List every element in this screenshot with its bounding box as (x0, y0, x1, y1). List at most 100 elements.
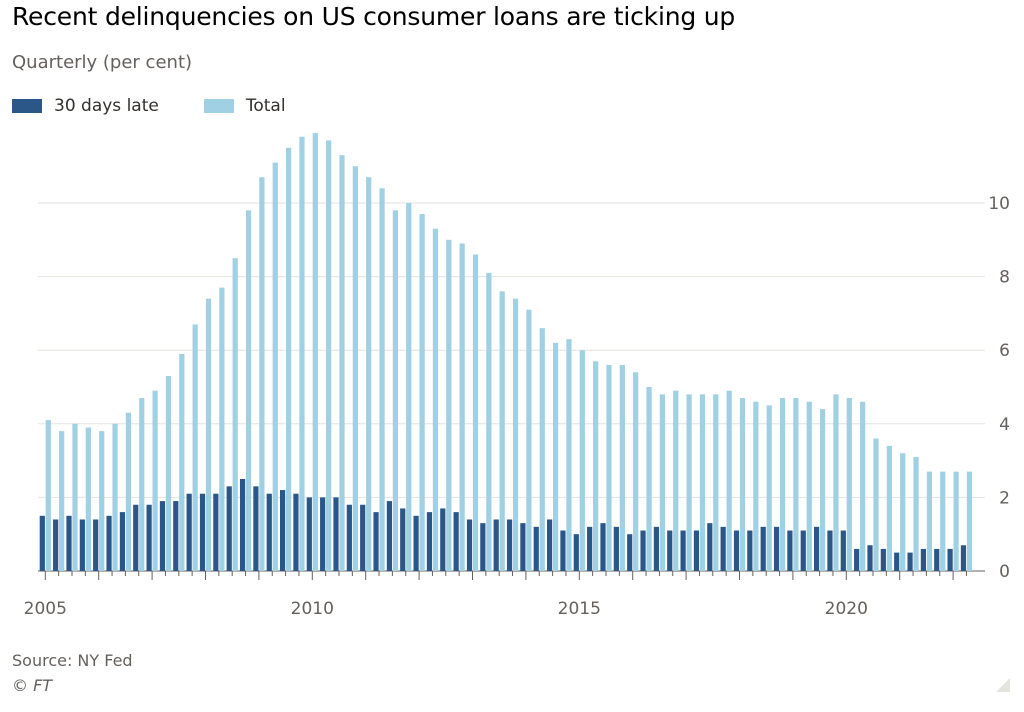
bar-30-days-late (747, 530, 753, 571)
y-tick-label: 10 (988, 194, 1010, 214)
chart-legend: 30 days late Total (12, 96, 331, 116)
bar-30-days-late (66, 515, 72, 571)
y-tick-label: 2 (999, 488, 1010, 508)
bar-30-days-late (934, 548, 940, 571)
bar-30-days-late (146, 504, 152, 571)
bar-total (553, 342, 559, 571)
bar-30-days-late (280, 490, 286, 571)
bar-total (446, 239, 452, 572)
bar-30-days-late (547, 519, 553, 571)
bar-30-days-late (106, 515, 112, 571)
bar-total (820, 409, 826, 571)
y-axis-ticks: 0 2 4 6 8 10 (988, 194, 1010, 582)
bar-total (139, 398, 145, 571)
x-tick-label: 2020 (825, 599, 868, 619)
bar-total (873, 438, 879, 571)
bar-total (779, 398, 786, 571)
bar-30-days-late (680, 530, 686, 571)
legend-swatch-30-days-late (12, 99, 42, 113)
bar-total (432, 228, 439, 571)
bar-30-days-late (93, 519, 99, 571)
bar-total (499, 291, 505, 571)
bar-total (205, 298, 212, 571)
bar-total (59, 431, 65, 571)
bar-30-days-late (854, 548, 860, 571)
bar-total (45, 420, 51, 571)
bar-total (99, 431, 105, 571)
copyright-note: © FT (12, 676, 53, 695)
bar-30-days-late (840, 530, 846, 571)
bar-30-days-late (920, 548, 926, 571)
bar-total (85, 427, 91, 571)
bar-total (793, 398, 799, 571)
legend-label-total: Total (245, 96, 286, 116)
legend-label-30-days-late: 30 days late (54, 96, 159, 116)
bar-total (419, 214, 425, 572)
bar-30-days-late (613, 526, 619, 571)
bar-total (165, 375, 172, 571)
y-tick-label: 6 (999, 341, 1010, 361)
bar-total (339, 155, 345, 571)
bar-30-days-late (653, 526, 659, 571)
bar-total (673, 390, 679, 571)
bar-total (686, 394, 692, 571)
bar-total (472, 254, 479, 571)
bar-total (806, 401, 812, 571)
x-tick-label: 2010 (291, 599, 334, 619)
bar-30-days-late (320, 497, 326, 571)
y-tick-label: 0 (999, 562, 1010, 582)
legend-swatch-total (203, 99, 234, 113)
y-tick-label: 4 (999, 415, 1010, 435)
bar-total (232, 258, 238, 571)
bar-30-days-late (587, 526, 593, 571)
bar-30-days-late (960, 545, 967, 571)
bar-total (526, 309, 532, 571)
bar-total (953, 471, 959, 571)
bar-total (913, 456, 919, 571)
bar-total (392, 210, 398, 572)
bar-total (459, 243, 465, 572)
bar-30-days-late (133, 504, 139, 571)
chart-subtitle: Quarterly (per cent) (12, 52, 193, 73)
bar-30-days-late (600, 523, 606, 571)
bar-30-days-late (533, 526, 539, 571)
bar-total (326, 140, 332, 571)
bar-total (753, 401, 759, 571)
bar-30-days-late (53, 519, 59, 571)
delinquency-bar-chart: 0 2 4 6 8 10 2005 2010 2015 2020 (24, 133, 1010, 619)
bar-total (352, 166, 358, 571)
bar-30-days-late (360, 504, 366, 571)
bar-30-days-late (760, 526, 766, 571)
bar-30-days-late (440, 508, 446, 571)
bar-total (179, 353, 185, 571)
bar-total (593, 361, 599, 571)
bar-total (966, 471, 973, 571)
bar-30-days-late (800, 530, 806, 571)
source-note: Source: NY Fed (12, 651, 133, 670)
bar-30-days-late (560, 530, 566, 571)
bar-total (940, 471, 946, 571)
legend-item-30-days-late: 30 days late (12, 96, 159, 116)
bar-total (713, 394, 719, 571)
bar-total (539, 328, 545, 571)
bar-30-days-late (386, 501, 392, 571)
bar-total (566, 339, 572, 571)
bar-30-days-late (720, 526, 726, 571)
bar-30-days-late (39, 515, 45, 571)
bar-30-days-late (173, 501, 179, 571)
x-tick-label: 2015 (558, 599, 601, 619)
bar-30-days-late (253, 486, 259, 571)
bar-30-days-late (693, 530, 700, 571)
bar-total (125, 412, 131, 571)
bar-30-days-late (480, 523, 486, 571)
bar-30-days-late (119, 512, 125, 571)
bar-30-days-late (640, 530, 646, 571)
bar-30-days-late (627, 534, 633, 571)
bar-30-days-late (947, 548, 953, 571)
bar-total (299, 136, 305, 571)
bar-30-days-late (186, 493, 192, 571)
legend-item-total: Total (203, 96, 286, 116)
bar-total (659, 394, 665, 571)
bar-30-days-late (400, 508, 406, 571)
bar-30-days-late (827, 530, 833, 571)
